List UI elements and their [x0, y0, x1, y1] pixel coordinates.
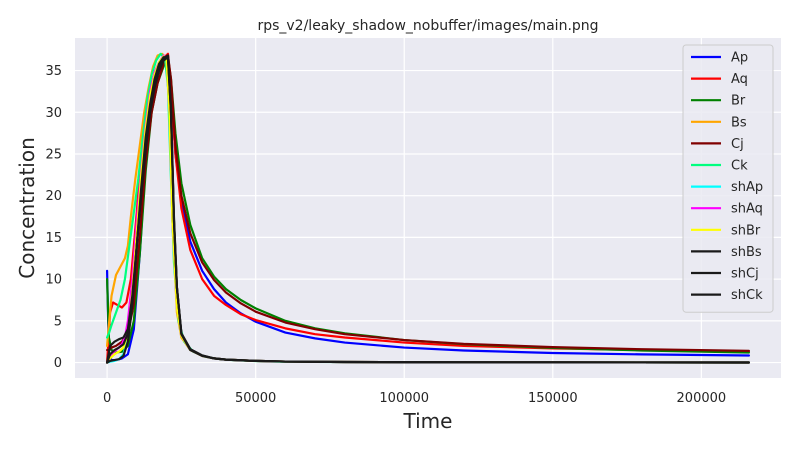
legend-label: shBr — [731, 223, 761, 238]
legend-label: shBs — [731, 245, 762, 260]
y-tick-label: 20 — [45, 189, 62, 204]
y-tick-label: 10 — [45, 273, 62, 288]
y-axis-label: Concentration — [15, 137, 39, 278]
y-tick-label: 5 — [54, 314, 62, 329]
y-tick-label: 15 — [45, 231, 62, 246]
chart-title: rps_v2/leaky_shadow_nobuffer/images/main… — [257, 18, 598, 34]
legend-label: shCk — [731, 288, 763, 303]
axis-ticks: 0 50000 100000 150000 200000 0 5 10 15 20 25 30 35 — [45, 64, 726, 406]
legend-label: Ap — [731, 51, 748, 66]
x-tick-label: 100000 — [379, 391, 429, 406]
y-tick-label: 25 — [45, 147, 62, 162]
y-tick-label: 0 — [54, 356, 62, 371]
legend-label: Br — [731, 94, 746, 109]
legend-label: shAq — [731, 202, 763, 217]
x-tick-label: 150000 — [528, 391, 578, 406]
legend-label: Ck — [731, 159, 748, 174]
legend-label: shCj — [731, 267, 759, 282]
series-line-shck — [105, 56, 751, 364]
x-tick-label: 200000 — [677, 391, 727, 406]
y-tick-label: 30 — [45, 106, 62, 121]
legend-label: Bs — [731, 115, 747, 130]
legend-label: Cj — [731, 137, 744, 152]
legend-label: Aq — [731, 72, 748, 87]
x-tick-label: 50000 — [235, 391, 276, 406]
legend-label: shAp — [731, 180, 763, 195]
x-axis-label: Time — [403, 409, 453, 433]
x-tick-label: 0 — [103, 391, 111, 406]
legend-box — [682, 44, 774, 313]
y-tick-label: 35 — [45, 64, 62, 79]
legend: Ap Aq Br Bs Cj Ck shAp shAq shBr shBs shCj shCk — [682, 44, 774, 313]
series-layer — [105, 52, 751, 364]
